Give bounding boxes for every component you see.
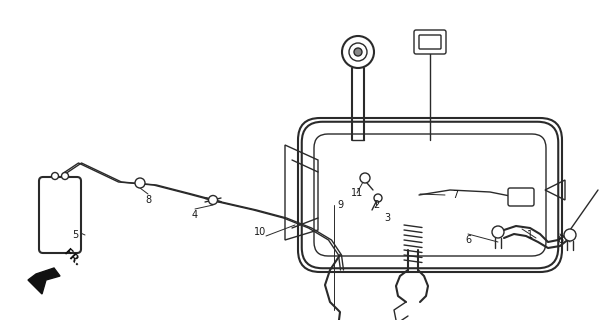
Text: 3: 3 (384, 213, 390, 223)
Text: 4: 4 (192, 210, 198, 220)
Circle shape (61, 172, 69, 180)
Text: 6: 6 (465, 235, 471, 245)
Polygon shape (28, 268, 60, 294)
Text: 7: 7 (452, 190, 458, 200)
FancyBboxPatch shape (301, 122, 558, 268)
Text: 8: 8 (145, 195, 151, 205)
Circle shape (52, 172, 58, 180)
Text: 11: 11 (351, 188, 363, 198)
FancyBboxPatch shape (314, 134, 546, 256)
Circle shape (374, 194, 382, 202)
Text: 10: 10 (254, 227, 266, 237)
Circle shape (342, 36, 374, 68)
FancyBboxPatch shape (508, 188, 534, 206)
FancyBboxPatch shape (414, 30, 446, 54)
Text: 2: 2 (373, 200, 379, 210)
Text: FR.: FR. (62, 247, 83, 268)
Circle shape (209, 196, 217, 204)
Circle shape (492, 226, 504, 238)
Text: 5: 5 (72, 230, 78, 240)
Circle shape (135, 178, 145, 188)
Text: 6: 6 (557, 235, 563, 245)
FancyBboxPatch shape (39, 177, 81, 253)
Text: 9: 9 (337, 200, 343, 210)
FancyBboxPatch shape (298, 118, 562, 272)
Circle shape (349, 43, 367, 61)
Circle shape (564, 229, 576, 241)
Text: 1: 1 (527, 230, 533, 240)
FancyBboxPatch shape (419, 35, 441, 49)
Circle shape (360, 173, 370, 183)
Circle shape (354, 48, 362, 56)
